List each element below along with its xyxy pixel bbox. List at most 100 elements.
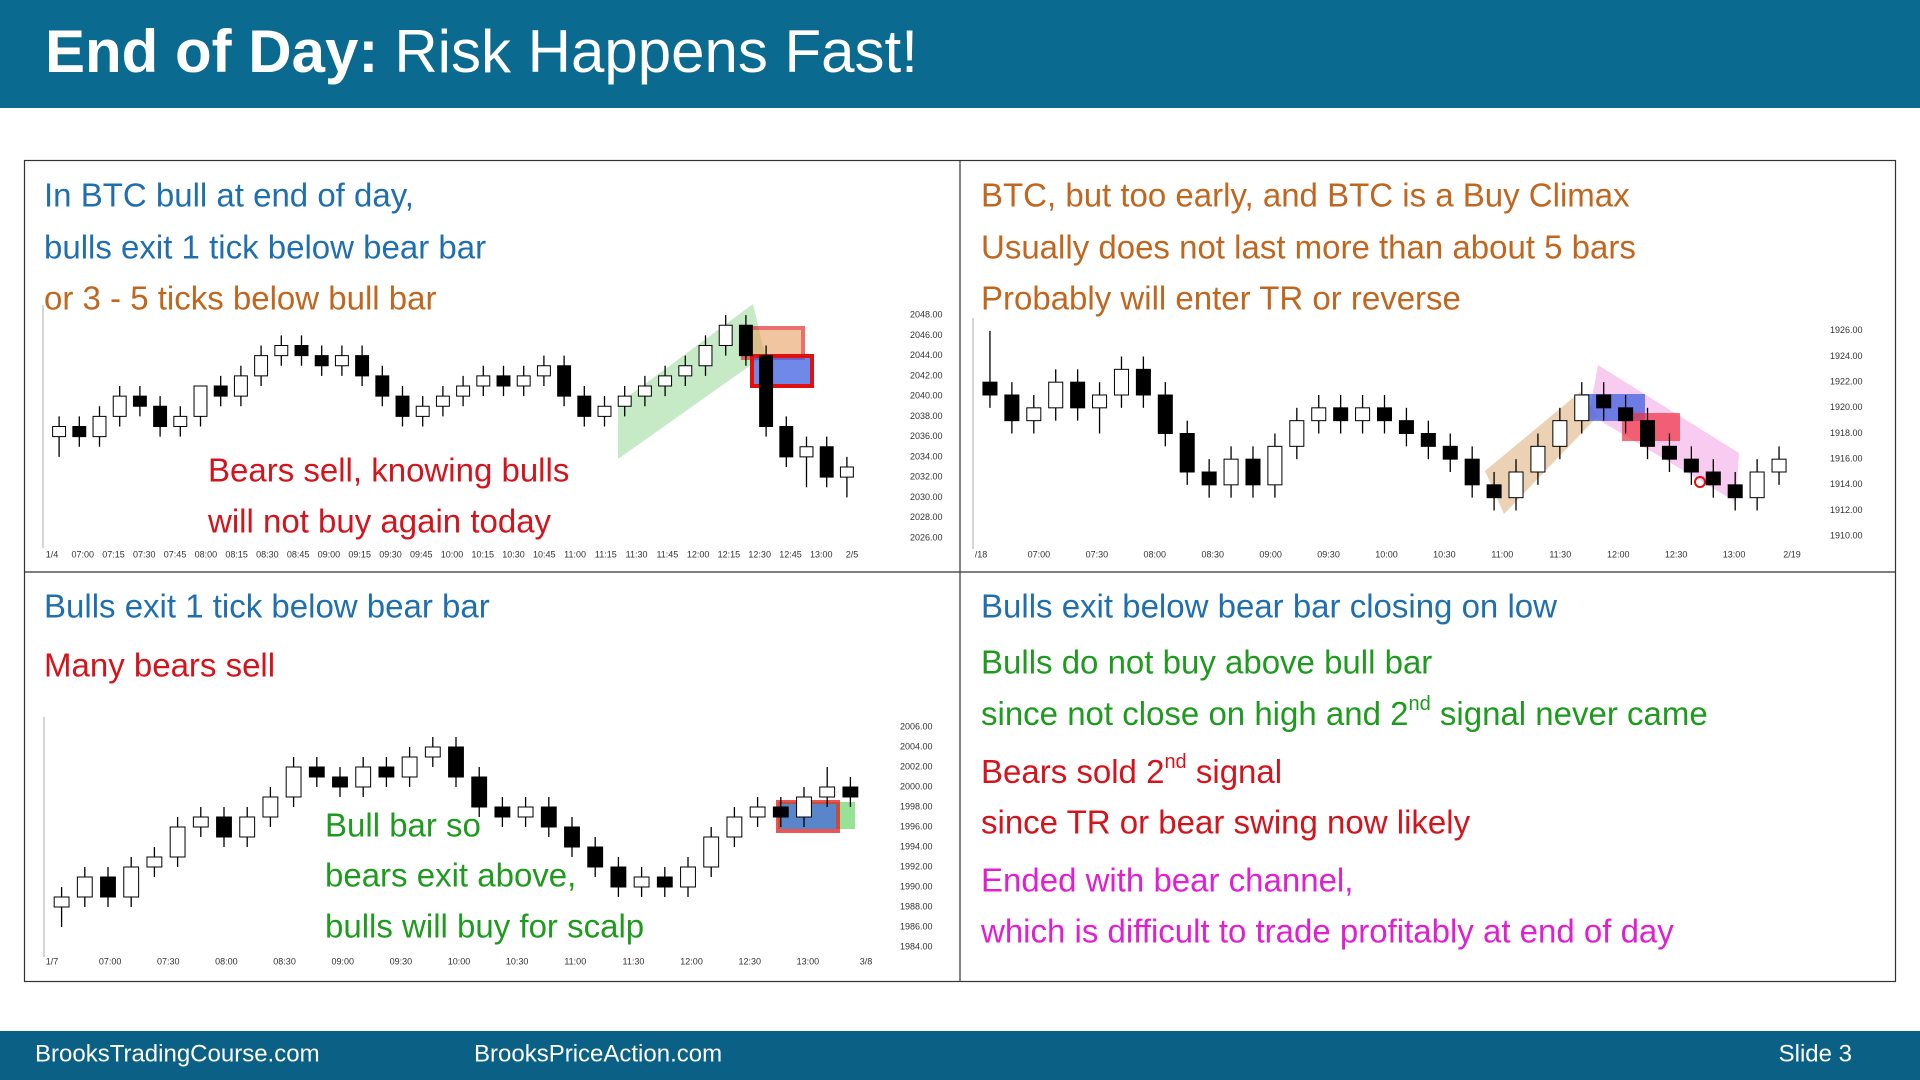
candle-body xyxy=(819,786,836,798)
candle-body xyxy=(1267,445,1283,486)
candle-body xyxy=(1705,471,1721,486)
x-tick-label: 10:00 xyxy=(448,956,471,966)
panel-text: Bears sold 2nd signal xyxy=(981,751,1282,789)
y-tick-label: 1988.00 xyxy=(900,901,933,911)
panel-text: Many bears sell xyxy=(44,647,275,684)
candle-body xyxy=(1618,407,1634,422)
superscript: nd xyxy=(1164,751,1186,773)
y-tick-label: 1924.00 xyxy=(1830,351,1863,361)
candle-body xyxy=(1245,458,1261,486)
x-tick-label: 12:00 xyxy=(680,956,703,966)
candle-body xyxy=(100,876,116,898)
y-tick-label: 2036.00 xyxy=(910,431,943,441)
x-tick-label: 13:00 xyxy=(810,549,833,559)
panel-text: Usually does not last more than about 5 … xyxy=(981,229,1636,266)
x-tick-label: 11:00 xyxy=(564,549,586,559)
y-tick-label: 2028.00 xyxy=(910,512,943,522)
x-tick-label: 08:30 xyxy=(256,549,279,559)
candle-body xyxy=(254,355,269,377)
candle-body xyxy=(516,375,531,387)
candle-body xyxy=(557,365,572,397)
x-tick-label: 11:30 xyxy=(622,956,644,966)
annotation: bears exit above, xyxy=(325,857,576,894)
candle-body xyxy=(1640,420,1656,447)
candle-body xyxy=(540,806,557,828)
annotation: Bull bar so xyxy=(325,807,481,844)
candle-body xyxy=(496,375,511,387)
candle-body xyxy=(52,426,67,438)
candle-body xyxy=(597,405,612,417)
text-part: since not close on high and 2 xyxy=(981,695,1408,732)
candle-body xyxy=(112,395,127,417)
x-tick-label: 3/8 xyxy=(860,956,873,966)
candle-body xyxy=(53,896,70,908)
candle-body xyxy=(378,766,395,778)
panel-text: which is difficult to trade profitably a… xyxy=(980,913,1674,950)
candle-body xyxy=(517,806,534,818)
x-tick-label: 08:45 xyxy=(287,549,310,559)
candle-body xyxy=(123,866,140,898)
candle-body xyxy=(76,876,93,898)
candle-body xyxy=(718,324,733,346)
candle-body xyxy=(334,355,349,367)
x-tick-label: 09:30 xyxy=(379,549,402,559)
x-tick-label: 10:30 xyxy=(506,956,529,966)
footer-site: BrooksTradingCourse.com xyxy=(35,1040,320,1067)
x-tick-label: 12:00 xyxy=(1607,549,1630,559)
x-tick-label: 11:15 xyxy=(595,549,617,559)
candle-body xyxy=(233,375,248,397)
candle-body xyxy=(772,806,789,818)
candle-body xyxy=(173,415,188,427)
slide-number: Slide 3 xyxy=(1779,1040,1852,1067)
candle-body xyxy=(799,446,814,458)
y-tick-label: 2032.00 xyxy=(910,472,943,482)
y-tick-label: 2000.00 xyxy=(900,781,933,791)
candle-body xyxy=(1355,407,1371,422)
candle-body xyxy=(1749,471,1765,499)
candlestick-chart: 2026.00 2028.00 2030.00 2032.00 2034.00 2036.… xyxy=(42,305,943,559)
x-tick-label: 09:30 xyxy=(390,956,413,966)
x-tick-label: 08:30 xyxy=(1201,549,1224,559)
candle-body xyxy=(395,395,410,417)
candle-body xyxy=(738,324,753,357)
candle-body xyxy=(294,345,309,357)
candle-body xyxy=(1727,484,1743,499)
candle-body xyxy=(1661,445,1677,460)
text-part: signal never came xyxy=(1431,695,1708,732)
y-tick-label: 1910.00 xyxy=(1830,531,1863,541)
slide-title: End of Day: Risk Happens Fast! xyxy=(45,18,918,85)
candle-body xyxy=(698,345,713,367)
y-tick-label: 1992.00 xyxy=(900,861,933,871)
candle-body xyxy=(375,375,390,397)
candle-body xyxy=(1289,420,1305,447)
candle-body xyxy=(564,826,580,848)
x-tick-label: 1/4 xyxy=(46,549,59,559)
x-tick-label: 2/19 xyxy=(1783,549,1801,559)
y-tick-label: 2006.00 xyxy=(900,721,933,731)
y-tick-label: 1926.00 xyxy=(1830,325,1863,335)
panel-frame xyxy=(23,159,1897,983)
candle-body xyxy=(1398,420,1414,434)
x-tick-label: 07:15 xyxy=(102,549,125,559)
candle-body xyxy=(656,876,673,888)
x-tick-label: 11:00 xyxy=(1491,549,1513,559)
x-tick-label: 08:15 xyxy=(225,549,248,559)
candle-body xyxy=(1596,394,1612,409)
panel-text: since TR or bear swing now likely xyxy=(981,804,1471,841)
candle-body xyxy=(193,385,208,417)
x-tick-label: 07:45 xyxy=(164,549,187,559)
x-tick-label: 12:45 xyxy=(779,549,802,559)
footer-bar xyxy=(0,1031,1920,1080)
panel-text: since not close on high and 2nd signal n… xyxy=(981,693,1708,731)
y-tick-label: 1994.00 xyxy=(900,841,933,851)
candle-body xyxy=(637,385,652,397)
candle-body xyxy=(749,806,766,818)
x-tick-label: 08:00 xyxy=(1144,549,1167,559)
annotation: bulls will buy for scalp xyxy=(325,908,644,945)
candle-body xyxy=(456,385,471,397)
candle-body xyxy=(982,381,998,396)
x-tick-label: 2/5 xyxy=(846,549,859,559)
candle-body xyxy=(285,766,302,798)
candle-body xyxy=(1376,407,1393,422)
x-tick-label: 08:00 xyxy=(195,549,218,559)
